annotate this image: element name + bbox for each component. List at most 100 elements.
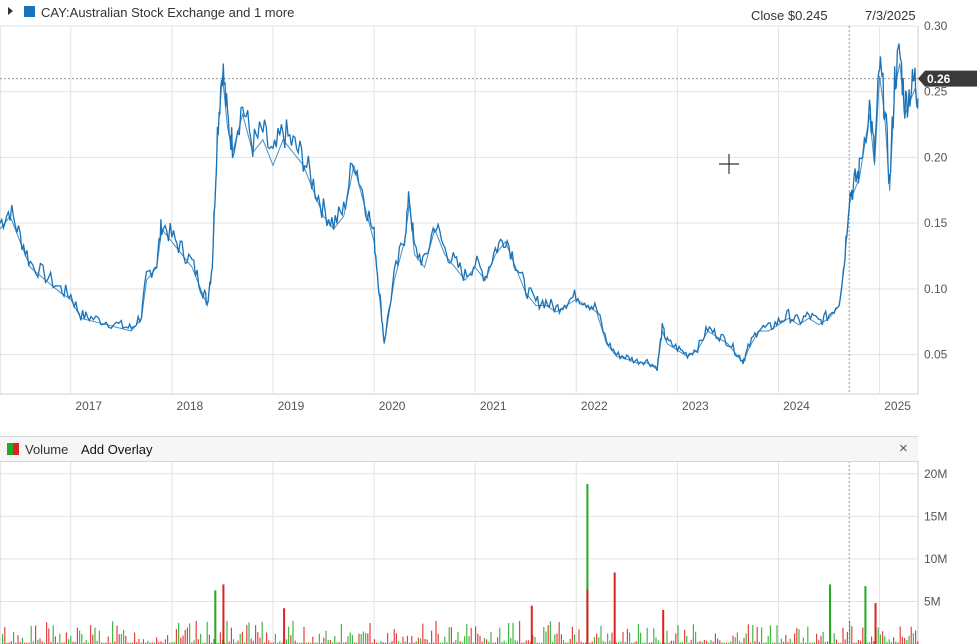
volume-bar [620, 641, 622, 644]
volume-bar [391, 640, 393, 644]
volume-bar [466, 624, 468, 644]
volume-bar [186, 627, 188, 644]
volume-bar [703, 639, 705, 644]
volume-bar [820, 635, 822, 644]
volume-bar [274, 633, 276, 644]
volume-bar [681, 641, 683, 644]
volume-bar [915, 630, 917, 644]
volume-bar [149, 642, 151, 644]
volume-bar [690, 639, 692, 644]
volume-bar [371, 642, 373, 644]
volume-bar [743, 637, 745, 644]
volume-bar [211, 642, 213, 644]
volume-bar [116, 625, 118, 644]
volume-bar [615, 642, 617, 644]
volume-bar [43, 642, 45, 644]
volume-bar [644, 642, 646, 644]
volume-bar [901, 636, 903, 644]
volume-bar [384, 642, 386, 644]
volume-bar [721, 642, 723, 644]
volume-bar [890, 642, 892, 644]
volume-bar [94, 627, 96, 644]
volume-bar [475, 626, 477, 644]
volume-bar [360, 634, 362, 644]
volume-bar [167, 635, 169, 644]
volume-bar [178, 622, 180, 644]
volume-bar [233, 639, 235, 644]
volume-bar [244, 642, 246, 644]
volume-bar [589, 642, 591, 644]
volume-bar [492, 642, 494, 644]
volume-bar [448, 627, 450, 644]
volume-bar [299, 642, 301, 644]
volume-bar [857, 639, 859, 644]
volume-bar [303, 626, 305, 644]
volume-bar [833, 633, 835, 644]
volume-bar [512, 622, 514, 644]
volume-bar [629, 632, 631, 644]
volume-bar [281, 642, 283, 644]
volume-bar [827, 641, 829, 644]
volume-bar [730, 641, 732, 644]
volume-bar [780, 638, 782, 644]
volume-bar [428, 642, 430, 644]
volume-bar [437, 633, 439, 644]
volume-bar [631, 642, 633, 644]
volume-bar [28, 642, 30, 644]
volume-bar-notable [874, 603, 877, 644]
volume-bar [527, 640, 529, 644]
volume-bar [235, 642, 237, 644]
volume-bar [314, 642, 316, 644]
add-overlay-button[interactable]: Add Overlay [81, 442, 153, 457]
volume-bar [70, 635, 72, 644]
volume-bar [74, 642, 76, 644]
x-tick-label: 2020 [379, 399, 406, 413]
volume-bar [246, 625, 248, 644]
volume-bar [774, 642, 776, 644]
volume-bar [26, 642, 28, 644]
volume-bar [127, 642, 129, 644]
volume-bar [426, 639, 428, 644]
volume-bar [622, 632, 624, 644]
volume-bar [35, 625, 37, 644]
volume-bar [750, 642, 752, 644]
close-volume-panel-icon[interactable]: × [899, 440, 908, 457]
volume-bar [439, 642, 441, 644]
volume-bar [855, 642, 857, 644]
volume-bar [323, 637, 325, 644]
volume-bar [677, 625, 679, 644]
x-tick-label: 2024 [783, 399, 810, 413]
volume-bar [897, 642, 899, 644]
volume-bar [624, 642, 626, 644]
volume-plot-frame [0, 460, 919, 644]
volume-label: Volume [25, 442, 69, 457]
volume-bar [488, 641, 490, 644]
volume-bar [134, 632, 136, 644]
volume-bar [48, 628, 50, 644]
volume-bar [664, 642, 666, 644]
volume-bar-notable [530, 605, 533, 644]
legend-label[interactable]: CAY:Australian Stock Exchange and 1 more [41, 5, 295, 20]
volume-bar [719, 640, 721, 644]
expand-arrow-icon[interactable] [8, 7, 13, 15]
volume-bar [169, 642, 171, 644]
volume-bar [10, 641, 12, 644]
volume-bar [39, 638, 41, 644]
volume-bar [369, 622, 371, 644]
volume-bar-notable [864, 586, 867, 644]
volume-bar [129, 642, 131, 644]
volume-bar [600, 625, 602, 644]
volume-bar [736, 632, 738, 644]
volume-bar [576, 642, 578, 644]
volume-bar [248, 622, 250, 644]
volume-bar [541, 642, 543, 644]
volume-bar [461, 642, 463, 644]
volume-bar [457, 632, 459, 644]
volume-bar [54, 636, 56, 644]
volume-bar [15, 642, 17, 644]
volume-bar [840, 642, 842, 644]
volume-bar [904, 637, 906, 644]
volume-bar [208, 634, 210, 644]
volume-bar [101, 642, 103, 644]
